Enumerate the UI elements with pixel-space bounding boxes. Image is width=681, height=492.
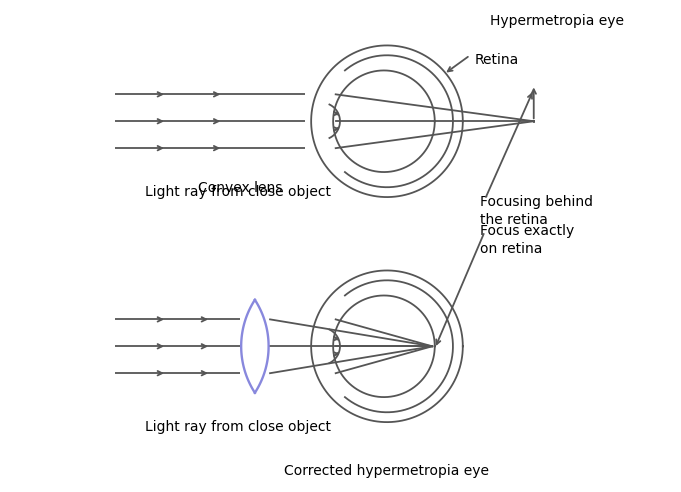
Text: Light ray from close object: Light ray from close object bbox=[145, 420, 331, 433]
Text: Corrected hypermetropia eye: Corrected hypermetropia eye bbox=[285, 464, 490, 478]
Text: Light ray from close object: Light ray from close object bbox=[145, 185, 331, 199]
Text: Hypermetropia eye: Hypermetropia eye bbox=[490, 14, 624, 28]
Text: Focusing behind
the retina: Focusing behind the retina bbox=[480, 195, 593, 227]
Text: Convex lens: Convex lens bbox=[198, 181, 283, 195]
Text: Focus exactly
on retina: Focus exactly on retina bbox=[480, 224, 574, 256]
Text: Retina: Retina bbox=[475, 53, 520, 67]
